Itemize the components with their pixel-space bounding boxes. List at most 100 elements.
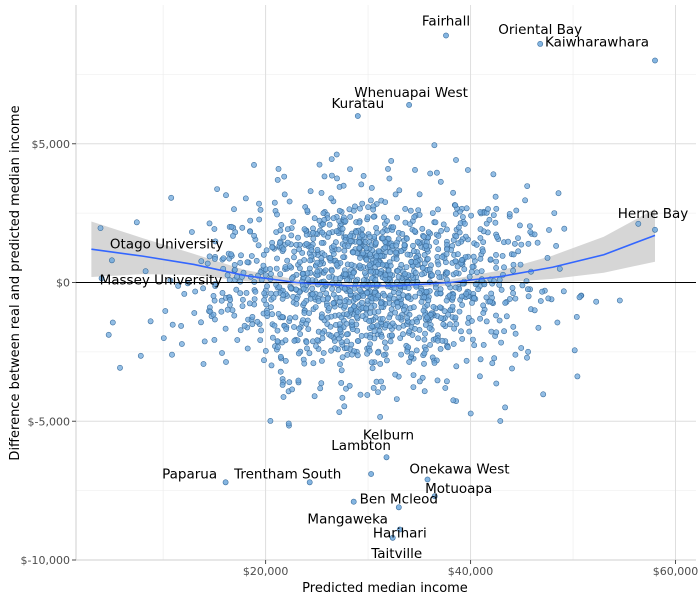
data-point <box>198 319 204 326</box>
data-point <box>374 229 380 236</box>
data-point <box>432 219 439 226</box>
data-point <box>276 284 283 290</box>
data-point <box>218 297 225 304</box>
data-point <box>509 365 515 372</box>
data-point <box>234 337 241 343</box>
data-point <box>341 247 348 254</box>
point-label: Whenuapai West <box>354 85 468 101</box>
data-point <box>328 347 334 354</box>
data-point <box>359 313 366 319</box>
data-point <box>459 214 466 220</box>
data-point <box>616 297 623 304</box>
data-point <box>459 335 466 342</box>
data-point <box>335 246 342 253</box>
data-point <box>269 311 275 318</box>
data-point <box>309 291 316 298</box>
data-point <box>320 350 327 356</box>
data-point <box>379 235 386 242</box>
data-point <box>327 255 334 261</box>
data-point <box>389 320 396 327</box>
data-point <box>506 296 513 302</box>
data-point <box>351 203 358 210</box>
y-tick-label: $0 <box>56 277 70 290</box>
data-point <box>512 295 519 302</box>
x-tick-label: $20,000 <box>243 565 289 578</box>
data-point <box>439 337 446 344</box>
labeled-point <box>350 498 357 505</box>
data-point <box>375 389 381 395</box>
data-point <box>318 255 325 262</box>
data-point <box>251 296 258 302</box>
data-point <box>237 259 244 266</box>
data-point <box>296 325 303 332</box>
data-point <box>284 226 291 233</box>
data-point <box>237 278 244 285</box>
data-point <box>475 286 481 293</box>
data-point <box>350 269 357 276</box>
data-point <box>491 355 498 362</box>
data-point <box>304 276 311 283</box>
data-point <box>169 321 176 328</box>
data-point <box>435 261 442 268</box>
data-point <box>315 298 322 305</box>
data-point <box>421 350 428 357</box>
data-point <box>317 385 324 392</box>
data-point <box>415 207 422 213</box>
data-point <box>178 341 185 347</box>
data-point <box>337 275 344 282</box>
data-point <box>360 250 366 257</box>
data-point <box>387 249 394 256</box>
data-point <box>319 314 325 320</box>
data-point <box>512 240 518 247</box>
data-point <box>293 300 300 307</box>
data-point <box>456 229 463 236</box>
labeled-point <box>443 32 449 39</box>
data-point <box>426 266 433 273</box>
data-point <box>381 214 387 221</box>
data-point <box>117 364 123 371</box>
data-point <box>418 271 425 278</box>
data-point <box>452 210 459 217</box>
data-point <box>311 215 318 222</box>
labeled-point <box>396 526 403 533</box>
data-point <box>249 313 256 320</box>
point-label: Kaiwharawhara <box>545 35 649 51</box>
data-point <box>493 380 500 387</box>
data-point <box>469 299 475 306</box>
data-point <box>454 251 461 258</box>
y-tick-label: $-5,000 <box>28 415 70 428</box>
data-point <box>387 262 394 269</box>
data-point <box>333 228 340 235</box>
data-point <box>546 227 552 233</box>
data-point <box>422 330 428 337</box>
data-point <box>368 184 375 191</box>
data-point <box>377 413 383 420</box>
data-point <box>540 391 547 398</box>
data-point <box>313 343 319 349</box>
data-point <box>291 254 297 261</box>
data-point <box>455 240 462 247</box>
data-point <box>329 285 335 292</box>
data-point <box>426 325 433 331</box>
data-point <box>274 176 281 183</box>
point-label: Paparua <box>162 466 217 482</box>
data-point <box>407 207 414 214</box>
data-point <box>449 294 456 301</box>
data-point <box>336 335 342 342</box>
data-point <box>525 348 531 355</box>
data-point <box>340 182 347 189</box>
data-point <box>498 339 504 346</box>
data-point <box>451 325 457 332</box>
data-point <box>437 345 444 352</box>
data-point <box>400 306 407 313</box>
data-point <box>311 393 318 400</box>
data-point <box>388 306 395 313</box>
data-point <box>356 219 363 226</box>
data-point <box>366 262 373 269</box>
data-point <box>269 334 276 341</box>
data-point <box>211 336 218 343</box>
data-point <box>133 219 140 226</box>
data-point <box>276 239 283 246</box>
data-point <box>137 352 144 359</box>
labeled-point <box>306 479 313 486</box>
